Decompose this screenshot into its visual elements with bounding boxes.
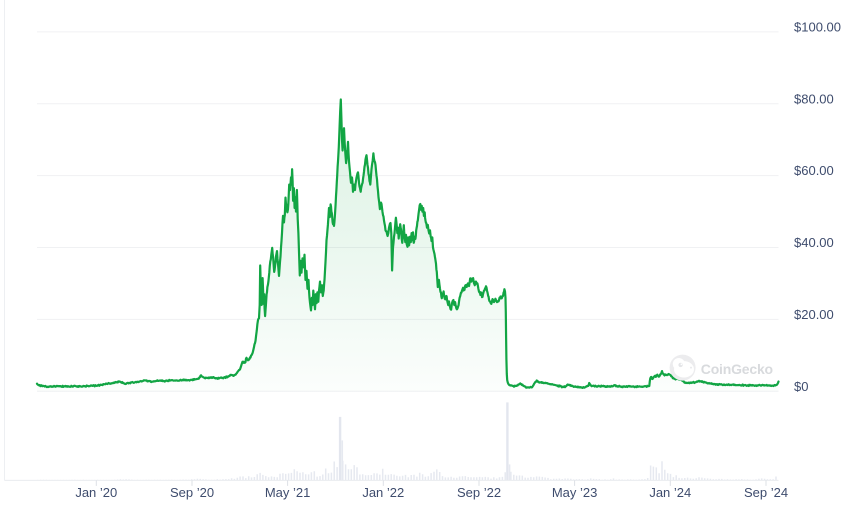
svg-text:$80.00: $80.00 bbox=[794, 91, 834, 106]
svg-text:Jan ’22: Jan ’22 bbox=[362, 485, 404, 500]
svg-text:$20.00: $20.00 bbox=[794, 307, 834, 322]
svg-text:May ’23: May ’23 bbox=[552, 485, 598, 500]
svg-text:May ’21: May ’21 bbox=[265, 485, 311, 500]
svg-text:$40.00: $40.00 bbox=[794, 235, 834, 250]
svg-text:$100.00: $100.00 bbox=[794, 20, 841, 35]
svg-text:Jan ’20: Jan ’20 bbox=[75, 485, 117, 500]
svg-text:Jan ’24: Jan ’24 bbox=[649, 485, 691, 500]
svg-text:CoinGecko: CoinGecko bbox=[701, 361, 773, 377]
svg-text:Sep ’22: Sep ’22 bbox=[457, 485, 501, 500]
svg-text:Sep ’20: Sep ’20 bbox=[170, 485, 214, 500]
svg-text:$0: $0 bbox=[794, 379, 808, 394]
svg-text:$60.00: $60.00 bbox=[794, 163, 834, 178]
svg-text:Sep ’24: Sep ’24 bbox=[744, 485, 788, 500]
